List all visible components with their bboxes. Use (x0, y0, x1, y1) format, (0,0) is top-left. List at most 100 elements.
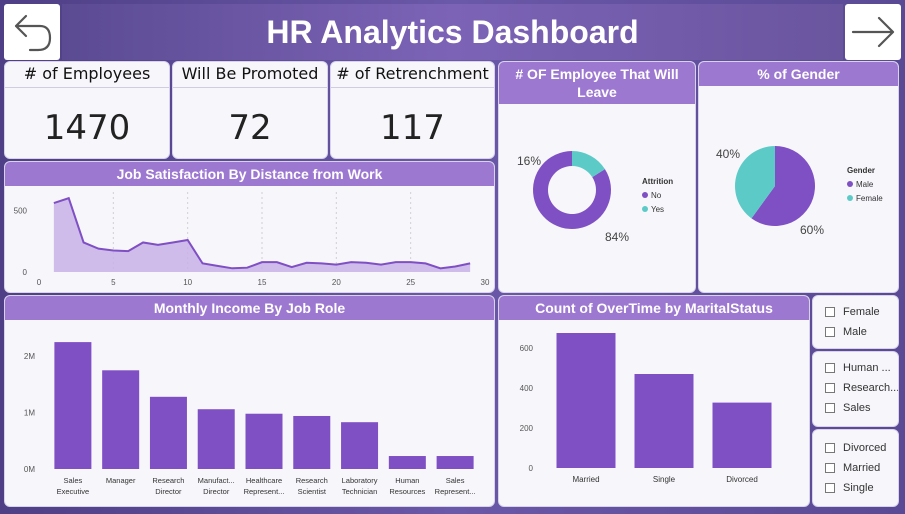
x-category-label: Technician (342, 487, 377, 496)
overtime-card: Count of OverTime by MaritalStatus 0 200 4… (498, 295, 810, 507)
attrition-donut-chart: 84% 16% Attrition No Yes (517, 151, 673, 244)
card-title: Job Satisfaction By Distance from Work (5, 162, 494, 186)
slicer-option-sales[interactable]: Sales (825, 402, 871, 414)
x-tick-label: 5 (111, 278, 116, 287)
job-satisfaction-card: Job Satisfaction By Distance from Work 0… (4, 161, 495, 293)
x-tick-label: 0 (37, 278, 42, 287)
x-category-label: Director (203, 487, 230, 496)
y-tick-label: 1M (24, 409, 35, 418)
x-category-label: Manufact... (198, 476, 235, 485)
slice-data-label: 84% (605, 230, 629, 244)
bar (102, 370, 140, 469)
department-slicer: Human ... Research... Sales (812, 351, 899, 427)
legend-title: Attrition (642, 177, 673, 186)
slicer-option-divorced[interactable]: Divorced (825, 442, 886, 454)
x-category-label: Represent... (244, 487, 285, 496)
x-category-label: Manager (106, 476, 136, 485)
slicer-option-single[interactable]: Single (825, 482, 874, 494)
y-tick-label: 0M (24, 465, 35, 474)
x-category-label: Healthcare (246, 476, 282, 485)
legend-entry: Female (856, 194, 883, 203)
x-tick-label: 10 (183, 278, 192, 287)
slice-data-label: 40% (716, 147, 740, 161)
x-category-label: Married (572, 475, 599, 484)
checkbox[interactable] (825, 363, 835, 373)
x-category-label: Executive (57, 487, 90, 496)
back-button[interactable] (4, 4, 60, 60)
legend-entry: No (651, 191, 662, 200)
kpi-card-promoted: Will Be Promoted 72 (172, 61, 328, 159)
x-category-label: Sales (64, 476, 83, 485)
y-tick-label: 2M (24, 352, 35, 361)
x-category-label: Laboratory (342, 476, 378, 485)
checkbox[interactable] (825, 483, 835, 493)
kpi-label: Will Be Promoted (173, 64, 327, 88)
kpi-value: 72 (228, 108, 272, 148)
series-line (53, 196, 471, 270)
income-bar-chart: 0M 1M 2M Sales Executive Manager Research Direc… (24, 342, 476, 496)
kpi-card-retrenchment: # of Retrenchment 117 (330, 61, 495, 159)
area-fill (53, 198, 471, 272)
bar (54, 342, 92, 469)
x-tick-label: 25 (406, 278, 415, 287)
x-category-label: Represent... (435, 487, 476, 496)
y-tick-label: 500 (14, 206, 28, 215)
checkbox[interactable] (825, 463, 835, 473)
bar (293, 415, 331, 469)
kpi-value: 1470 (43, 108, 131, 148)
x-category-label: Resources (389, 487, 425, 496)
bar (245, 413, 283, 469)
x-category-label: Scientist (298, 487, 327, 496)
attrition-card: # OF Employee That Will Leave 84% 16% Attr… (498, 61, 696, 293)
x-category-label: Research (152, 476, 184, 485)
legend-entry: Male (856, 180, 874, 189)
slicer-option-married[interactable]: Married (825, 462, 880, 474)
slicer-option-male[interactable]: Male (825, 326, 867, 338)
legend-marker (847, 181, 853, 187)
forward-button[interactable] (845, 4, 901, 60)
page-title: HR Analytics Dashboard (62, 4, 843, 60)
bar (197, 409, 235, 469)
card-title: % of Gender (699, 62, 898, 86)
checkbox[interactable] (825, 443, 835, 453)
forward-arrow-icon (851, 16, 895, 48)
x-tick-label: 20 (332, 278, 341, 287)
checkbox[interactable] (825, 383, 835, 393)
slicer-option-female[interactable]: Female (825, 306, 880, 318)
y-tick-label: 600 (520, 344, 534, 353)
bar (341, 422, 379, 469)
bar (149, 396, 187, 469)
overtime-bar-chart: 0 200 400 600 Married Single Divorced (520, 333, 772, 484)
y-tick-label: 200 (520, 424, 534, 433)
card-title: # OF Employee That Will Leave (499, 62, 695, 104)
checkbox[interactable] (825, 307, 835, 317)
legend-entry: Yes (651, 205, 664, 214)
checkbox[interactable] (825, 327, 835, 337)
slice-female (735, 146, 775, 219)
x-tick-label: 15 (258, 278, 267, 287)
gender-pie-chart: 60% 40% Gender Male Female (716, 146, 883, 237)
legend-title: Gender (847, 166, 875, 175)
slice-data-label: 60% (800, 223, 824, 237)
income-card: Monthly Income By Job Role 0M 1M 2M Sales Ex… (4, 295, 495, 507)
slicer-option-human-resources[interactable]: Human ... (825, 362, 891, 374)
legend-marker (642, 192, 648, 198)
gender-card: % of Gender 60% 40% Gender Male Female (698, 61, 899, 293)
kpi-card-employees: # of Employees 1470 (4, 61, 170, 159)
job-satisfaction-chart: 0 5 10 15 20 25 30 0 500 (14, 192, 490, 287)
x-category-label: Director (155, 487, 182, 496)
card-title: Monthly Income By Job Role (5, 296, 494, 320)
slicer-option-research[interactable]: Research... (825, 382, 898, 394)
bar (436, 456, 474, 469)
legend-marker (847, 195, 853, 201)
kpi-value: 117 (380, 108, 445, 148)
checkbox[interactable] (825, 403, 835, 413)
gender-slicer: Female Male (812, 295, 899, 349)
x-category-label: Single (653, 475, 676, 484)
x-category-label: Sales (446, 476, 465, 485)
bar (634, 374, 694, 468)
card-title: Count of OverTime by MaritalStatus (499, 296, 809, 320)
y-tick-label: 0 (529, 464, 534, 473)
slice-male (751, 146, 815, 226)
slice-yes (572, 151, 605, 178)
